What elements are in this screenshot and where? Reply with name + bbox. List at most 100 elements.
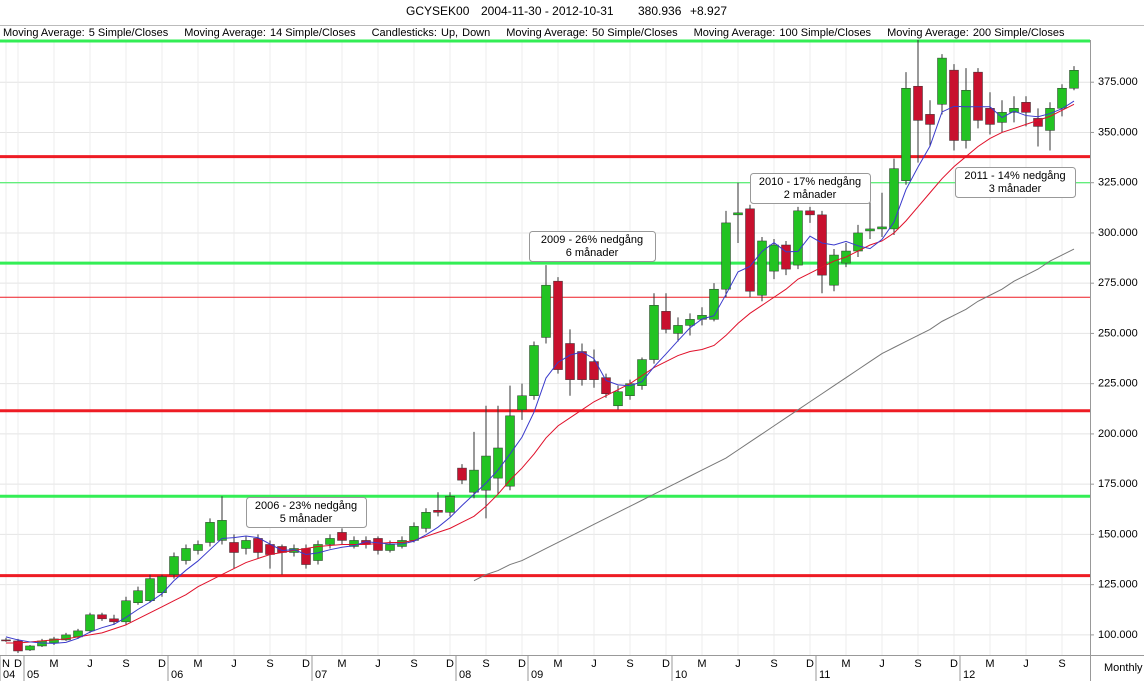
candle-body xyxy=(1057,87,1067,109)
candle-body xyxy=(973,71,983,121)
x-tick-label: N xyxy=(2,658,10,670)
candle-body xyxy=(673,325,683,334)
y-tick-label: 225.000 xyxy=(1098,378,1138,390)
y-tick-label: 250.000 xyxy=(1098,327,1138,339)
candle-body xyxy=(193,544,203,551)
annotation-box xyxy=(246,497,367,528)
candle-body xyxy=(169,556,179,575)
legend-entry: 200 Simple/Closes xyxy=(973,27,1065,39)
x-tick-label: D xyxy=(158,658,166,670)
x-year-label: 12 xyxy=(963,669,975,681)
annotation-box xyxy=(529,231,656,262)
candle-body xyxy=(901,87,911,181)
x-tick-label: D xyxy=(950,658,958,670)
candle-body xyxy=(913,85,923,121)
legend-entry: 100 Simple/Closes xyxy=(779,27,871,39)
candle-body xyxy=(589,361,599,380)
legend-entry: 14 Simple/Closes xyxy=(270,27,356,39)
x-tick-label: S xyxy=(914,658,921,670)
candle-body xyxy=(661,311,671,330)
legend-label: Moving Average: xyxy=(694,27,776,39)
candle-body xyxy=(601,377,611,394)
candle-body xyxy=(925,114,935,125)
candle-body xyxy=(157,576,167,593)
candle-body xyxy=(1069,70,1079,89)
y-tick-label: 300.000 xyxy=(1098,227,1138,239)
x-year-label: 10 xyxy=(675,669,687,681)
annotation-text: 2006 - 23% nedgång xyxy=(255,500,357,512)
candle-body xyxy=(205,522,215,543)
candle-body xyxy=(865,228,875,232)
candle-body xyxy=(61,634,71,641)
candle-body xyxy=(577,351,587,380)
candle-body xyxy=(181,548,191,561)
candle-body xyxy=(229,542,239,553)
candle-body xyxy=(733,212,743,216)
candle-body xyxy=(13,640,23,652)
legend-entry: 50 Simple/Closes xyxy=(592,27,678,39)
candle-body xyxy=(985,108,995,125)
candle-body xyxy=(817,214,827,276)
annotation-text: 5 månader xyxy=(280,513,333,525)
period-label: Monthly xyxy=(1104,662,1143,674)
legend-label: Moving Average: xyxy=(506,27,588,39)
x-year-label: 05 xyxy=(27,669,39,681)
candle-body xyxy=(685,319,695,326)
candle-body xyxy=(301,548,311,565)
ma-line xyxy=(6,103,1075,644)
candle-body xyxy=(757,240,767,296)
x-tick-label: M xyxy=(841,658,850,670)
candle-body xyxy=(145,578,155,601)
legend-label: Moving Average: xyxy=(3,27,85,39)
candle-body xyxy=(517,395,527,411)
x-tick-label: S xyxy=(482,658,489,670)
x-tick-label: M xyxy=(697,658,706,670)
x-tick-label: D xyxy=(302,658,310,670)
candle-body xyxy=(433,510,443,513)
candle-body xyxy=(481,455,491,491)
candle-body xyxy=(529,345,539,396)
legend-label: Candlesticks: xyxy=(372,27,437,39)
x-tick-label: S xyxy=(410,658,417,670)
candle-body xyxy=(217,520,227,541)
price-change: +8.927 xyxy=(690,4,727,18)
x-tick-label: S xyxy=(266,658,273,670)
x-tick-label: J xyxy=(375,658,381,670)
x-tick-label: J xyxy=(735,658,741,670)
x-tick-label: S xyxy=(122,658,129,670)
candle-body xyxy=(97,614,107,620)
x-tick-label: J xyxy=(591,658,597,670)
x-tick-label: D xyxy=(806,658,814,670)
candle-body xyxy=(373,538,383,551)
x-tick-label: S xyxy=(770,658,777,670)
plot-area xyxy=(0,39,1090,655)
candle-body xyxy=(721,222,731,290)
x-year-label: 08 xyxy=(459,669,471,681)
candle-body xyxy=(121,600,131,623)
x-year-label: 07 xyxy=(315,669,327,681)
legend-label: Moving Average: xyxy=(184,27,266,39)
annotation-text: 2010 - 17% nedgång xyxy=(759,176,861,188)
y-tick-label: 175.000 xyxy=(1098,478,1138,490)
x-year-label: 09 xyxy=(531,669,543,681)
candle-body xyxy=(709,288,719,320)
candle-body xyxy=(949,69,959,141)
x-tick-label: M xyxy=(553,658,562,670)
y-tick-label: 275.000 xyxy=(1098,277,1138,289)
candle-body xyxy=(349,540,359,547)
candle-body xyxy=(241,540,251,549)
legend-entry: Down xyxy=(462,27,490,39)
candle-body xyxy=(1045,108,1055,131)
x-year-label: 04 xyxy=(3,669,15,681)
candle-body xyxy=(829,254,839,286)
x-tick-label: J xyxy=(879,658,885,670)
candle-body xyxy=(409,526,419,541)
x-tick-label: S xyxy=(626,658,633,670)
candle-body xyxy=(445,495,455,513)
candle-body xyxy=(385,544,395,551)
y-tick-label: 150.000 xyxy=(1098,528,1138,540)
y-tick-label: 100.000 xyxy=(1098,629,1138,641)
candle-body xyxy=(781,244,791,270)
candle-body xyxy=(505,415,515,487)
